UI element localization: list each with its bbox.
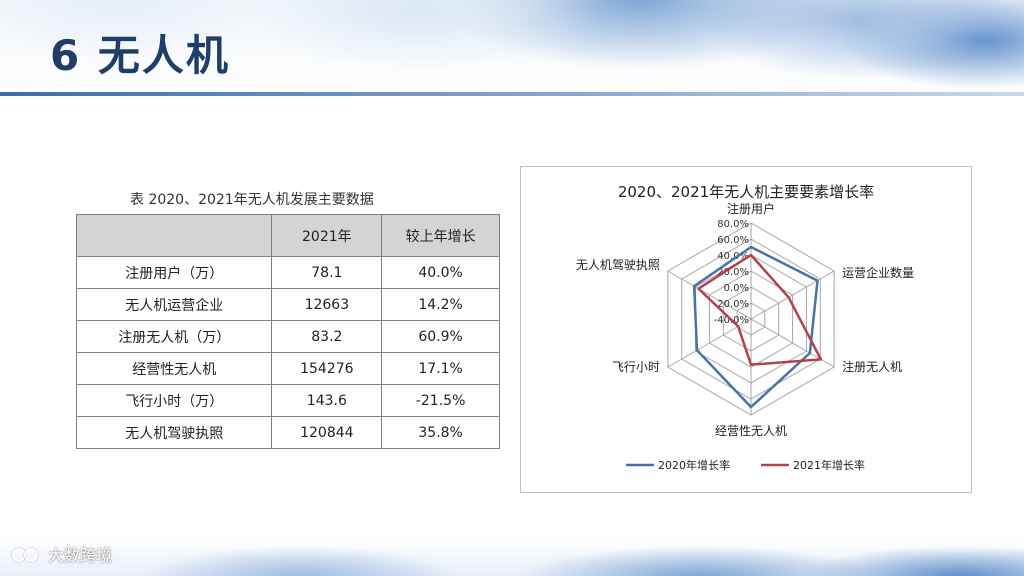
table-row: 注册无人机（万） 83.2 60.9% [75,320,500,353]
table-header-cell [75,214,273,257]
grid-spoke [750,270,835,320]
tick-label: 40.0% [717,251,749,262]
watermark-text: 大数跨境 [48,546,113,565]
tick-label: 60.0% [717,235,749,246]
tick-label: 20.0% [717,267,749,278]
legend-label: 2020年增长率 [658,458,730,472]
category-label: 运营企业数量 [842,265,914,280]
header-sky-background [0,0,1024,96]
series-line [692,245,819,409]
table-cell-label: 无人机驾驶执照 [75,416,273,449]
watermark: 大数跨境 [12,542,112,566]
table-cell-value: 143.6 [271,384,383,417]
table-cell-growth: 14.2% [381,288,500,321]
table-caption: 表 2020、2021年无人机发展主要数据 [130,192,374,208]
table-cell-value: 154276 [271,352,383,385]
table-cell-growth: 60.9% [381,320,500,353]
tick-label: 0.0% [724,283,749,294]
category-label: 注册无人机 [842,359,902,374]
table-cell-growth: 17.1% [381,352,500,385]
table-row: 飞行小时（万） 143.6 -21.5% [75,384,500,417]
radar-chart: 2020、2021年无人机主要要素增长率 80.0% 60.0% 40.0% 20.0%… [576,183,914,472]
table-cell-value: 78.1 [271,256,383,289]
radar-chart-panel: 2020、2021年无人机主要要素增长率 80.0% 60.0% 40.0% 20.0%… [520,166,972,493]
page-title: 6 无人机 [50,31,230,80]
category-label: 经营性无人机 [715,424,787,438]
footer-sky-background [0,538,1024,576]
table-row: 经营性无人机 154276 17.1% [75,352,500,385]
category-label: 飞行小时 [612,360,660,374]
table-cell-label: 注册无人机（万） [75,320,273,353]
table-cell-label: 注册用户（万） [75,256,273,289]
table-row: 注册用户（万） 78.1 40.0% [75,256,500,289]
table-cell-growth: -21.5% [381,384,500,417]
category-label: 无人机驾驶执照 [576,257,660,272]
table-header-cell: 2021年 [271,214,383,257]
series-line [697,253,823,366]
table-cell-label: 无人机运营企业 [75,288,273,321]
table-cell-label: 经营性无人机 [75,352,273,385]
table-header-cell: 较上年增长 [381,214,500,257]
grid-spoke [667,270,752,320]
table-row: 无人机驾驶执照 120844 35.8% [75,416,500,449]
header-divider [0,92,1024,96]
table-cell-growth: 40.0% [381,256,500,289]
watermark-logo-icon [12,545,42,563]
tick-label: 80.0% [717,219,749,230]
table-cell-value: 120844 [271,416,383,449]
chart-title: 2020、2021年无人机主要要素增长率 [618,183,874,201]
tick-label: -20.0% [714,299,749,310]
table-header-row: 2021年 较上年增长 [75,214,500,257]
legend-label: 2021年增长率 [793,458,865,472]
table-cell-value: 12663 [271,288,383,321]
table-cell-label: 飞行小时（万） [75,384,273,417]
table-cell-growth: 35.8% [381,416,500,449]
data-table: 2021年 较上年增长 注册用户（万） 78.1 40.0% 无人机运营企业 1… [75,214,500,449]
table-cell-value: 83.2 [271,320,383,353]
category-label: 注册用户 [727,201,775,216]
table-row: 无人机运营企业 12663 14.2% [75,288,500,321]
